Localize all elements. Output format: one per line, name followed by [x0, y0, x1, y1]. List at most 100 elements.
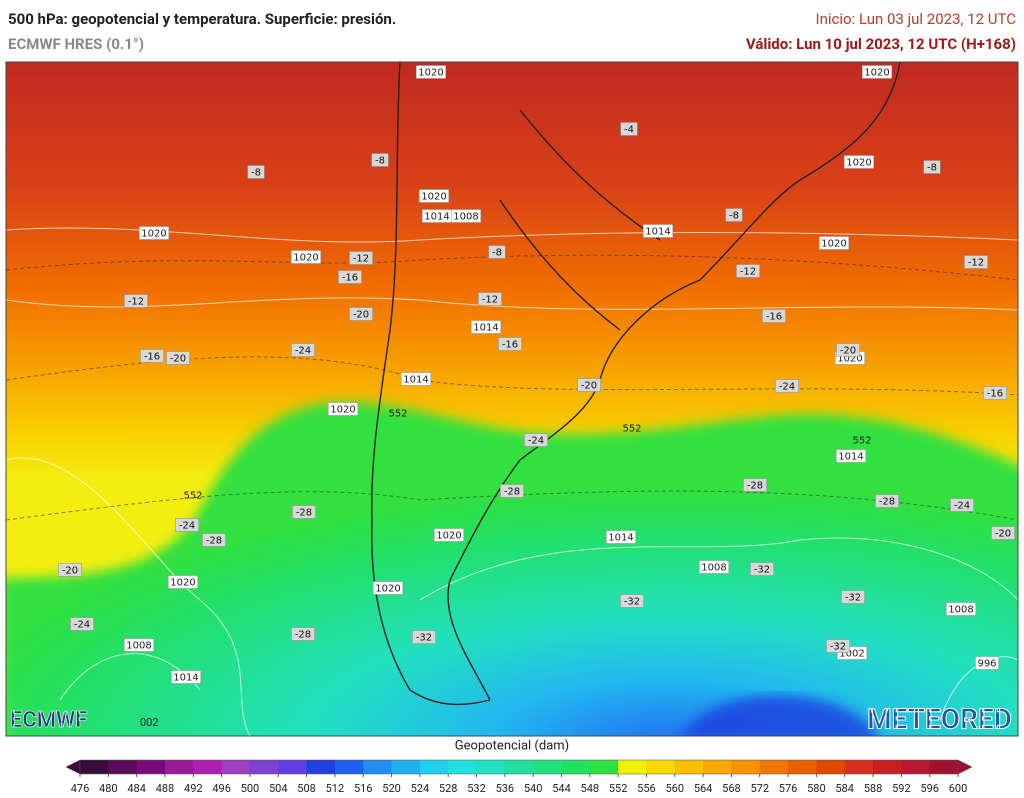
temperature-label: -16 [144, 352, 160, 363]
temperature-label: -8 [927, 163, 937, 174]
colorbar-segment [844, 760, 874, 774]
colorbar-segment [476, 760, 506, 774]
map-frame [5, 61, 1019, 737]
meteored-logo: METEORED [867, 702, 1012, 735]
pressure-label: 1014 [173, 673, 198, 684]
temperature-label-box [124, 294, 148, 308]
temperature-label-box [736, 264, 760, 278]
colorbar-tick-label: 476 [71, 782, 90, 795]
pressure-label-box [290, 250, 322, 264]
colorbar-tick-label: 588 [864, 782, 883, 795]
pressure-label: 1020 [846, 158, 871, 169]
temperature-label-box [826, 639, 850, 653]
temperature-label-box [950, 498, 974, 512]
colorbar-segment [759, 760, 789, 774]
run-number: 002 [140, 716, 159, 729]
colorbar-tick-label: 600 [949, 782, 968, 795]
temperature-label: -28 [879, 497, 895, 508]
pressure-label: 1014 [473, 323, 498, 334]
temperature-label-box [762, 309, 786, 323]
temperature-label: -32 [416, 633, 432, 644]
temperature-label-box [775, 379, 799, 393]
pressure-label: 1020 [436, 531, 461, 542]
colorbar-segment [703, 760, 732, 774]
colorbar-tick-label: 508 [297, 782, 316, 795]
colorbar-tick-label: 528 [439, 782, 458, 795]
temperature-label-box [202, 533, 226, 547]
pressure-label-box [433, 528, 465, 542]
temperature-label: -16 [766, 312, 782, 323]
colorbar-segment [731, 760, 761, 774]
temperature-label-box [478, 292, 502, 306]
colorbar-segment [618, 760, 647, 774]
colorbar-segment [334, 760, 364, 774]
temperature-label-box [175, 518, 199, 532]
temperature-label: -32 [624, 597, 640, 608]
colorbar-segment [646, 760, 676, 774]
colorbar-segment [589, 760, 619, 774]
pressure-label-box [945, 602, 977, 616]
temperature-label-box [923, 160, 941, 174]
pressure-label-box [642, 224, 674, 238]
temperature-label: -24 [295, 346, 311, 357]
temperature-label: -24 [954, 501, 970, 512]
temperature-label: -28 [296, 508, 312, 519]
colorbar-tick-label: 544 [552, 782, 571, 795]
pressure-label-box [861, 65, 893, 79]
colorbar-segment [674, 760, 704, 774]
colorbar-segment [901, 760, 931, 774]
pressure-label-box [418, 189, 450, 203]
pressure-label-box [167, 575, 199, 589]
pressure-label: 1008 [126, 641, 151, 652]
pressure-label: 1020 [418, 68, 443, 79]
temperature-label: -12 [353, 254, 369, 265]
colorbar-segment [249, 760, 279, 774]
contour-label: 552 [622, 424, 641, 435]
temperature-label: -8 [492, 248, 502, 259]
pressure-label-box [372, 581, 404, 595]
colorbar-segment [363, 760, 393, 774]
colorbar-tick-label: 492 [184, 782, 203, 795]
contour-label: 552 [852, 436, 871, 447]
temperature-label-box [964, 255, 988, 269]
colorbar-segment [306, 760, 336, 774]
temperature-label-box [620, 594, 644, 608]
pressure-label-box [843, 155, 875, 169]
temperature-label: -4 [624, 125, 634, 136]
temperature-label-box [247, 165, 265, 179]
temperature-label: -32 [845, 593, 861, 604]
pressure-label: 1008 [701, 563, 726, 574]
colorbar-tick-label: 496 [212, 782, 231, 795]
pressure-label: 1014 [424, 212, 449, 223]
ecmwf-logo: ECMWF [10, 708, 87, 733]
colorbar-tick-label: 568 [722, 782, 741, 795]
colorbar-segment [504, 760, 534, 774]
colorbar-tick-label: 480 [99, 782, 118, 795]
colorbar-segment [929, 760, 959, 774]
temperature-label-box [498, 337, 522, 351]
colorbar-tick-label: 572 [750, 782, 769, 795]
subtitle: ECMWF HRES (0.1°) [8, 35, 144, 53]
pressure-label-box [835, 449, 867, 463]
colorbar-segment [873, 760, 902, 774]
colorbar-tick-label: 500 [241, 782, 260, 795]
temperature-label: -20 [62, 566, 78, 577]
title: 500 hPa: geopotencial y temperatura. Sup… [8, 10, 396, 28]
pressure-label-box [698, 560, 730, 574]
temperature-label: -24 [528, 436, 544, 447]
colorbar-tick-label: 576 [779, 782, 798, 795]
pressure-label: 1020 [375, 584, 400, 595]
temperature-label-box [349, 307, 373, 321]
temperature-label-box [349, 251, 373, 265]
colorbar-tick-label: 556 [637, 782, 656, 795]
colorbar-tick-label: 592 [892, 782, 911, 795]
pressure-label: 1008 [453, 212, 478, 223]
colorbar-tick-label: 484 [127, 782, 146, 795]
pressure-label: 1020 [837, 354, 862, 365]
pressure-label-box [470, 320, 502, 334]
pressure-label-box [450, 209, 482, 223]
pressure-label-box [123, 638, 155, 652]
temperature-label-box [577, 378, 601, 392]
pressure-label: 1020 [141, 229, 166, 240]
